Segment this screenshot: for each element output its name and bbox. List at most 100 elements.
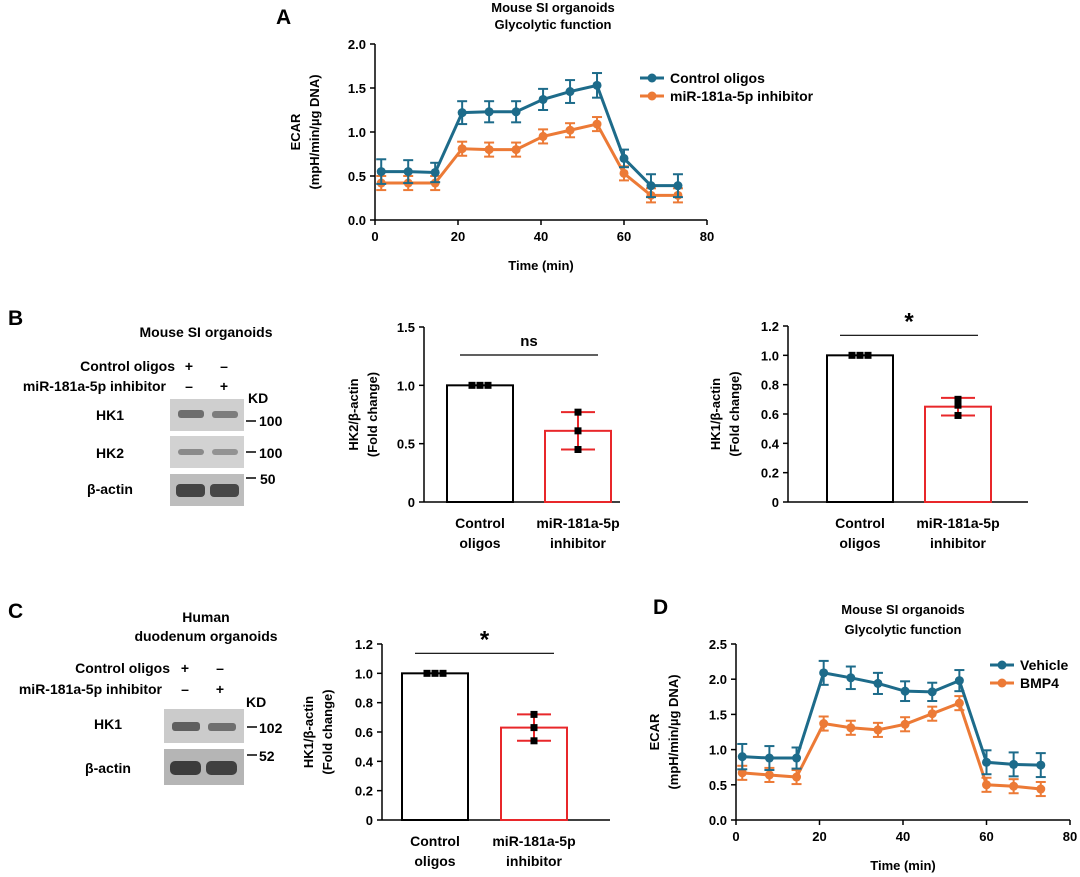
chart-d-y-tick-label: 1.0 [709, 743, 727, 758]
blot-b-kd-label: KD [248, 390, 268, 406]
chart-d-series-2-point [737, 768, 747, 778]
blot-b-hk1-band-1 [178, 410, 204, 418]
chart-a-series-2-point [592, 119, 602, 129]
chart-b-hk1-bar-2-datapoint [954, 395, 962, 403]
blot-b-actin-band-1 [176, 484, 205, 497]
blot-c-cond-1-lane-1: + [181, 660, 189, 676]
blot-b-hk1-band-2 [212, 411, 238, 418]
chart-d-y-tick-label: 0.5 [709, 778, 727, 793]
blot-c-cond-2-lane-2: + [216, 681, 224, 697]
chart-b-hk2-bar-1-datapoint [468, 381, 476, 389]
chart-d-series-2-point [1036, 784, 1046, 794]
blot-c-actin-band-1 [170, 761, 201, 775]
blot-c-hk1-band-1 [172, 722, 200, 731]
chart-a-title-line-2: Glycolytic function [494, 17, 611, 32]
chart-c-hk1-bar-2-datapoint [530, 710, 538, 718]
blot-b-actin-kd: 50 [260, 471, 276, 487]
chart-d-y-tick-label: 0.0 [709, 813, 727, 828]
chart-d-series-1-point [1009, 759, 1019, 769]
panel-label-d: D [653, 596, 668, 619]
chart-d-y-label-line-1: ECAR [647, 713, 662, 750]
chart-d-series-2-line [742, 701, 1041, 791]
chart-b-hk2-x-label-1-line-2: oligos [459, 535, 500, 551]
blot-c-cond-2-label: miR-181a-5p inhibitor [19, 681, 163, 697]
chart-b-hk2-y-tick-label: 1.5 [397, 320, 415, 335]
blot-c-kd-label: KD [246, 694, 266, 710]
chart-b-hk2-bar-2-datapoint [574, 427, 582, 435]
blot-c-title-line-1: Human [182, 609, 229, 625]
chart-b-hk2-y-tick-label: 1.0 [397, 378, 415, 393]
chart-b-hk2-x-label-2-line-2: inhibitor [550, 535, 607, 551]
chart-a-series-2-line [381, 122, 678, 197]
chart-b-hk1-y-tick-label: 0.2 [761, 466, 779, 481]
chart-c-hk1-x-label-1-line-1: Control [410, 833, 460, 849]
chart-d-series-1-line [742, 671, 1041, 767]
chart-a-series-1-point [565, 87, 575, 97]
chart-a-series-2-point [565, 125, 575, 135]
chart-d-series-1-point [982, 757, 991, 767]
chart-d-legend-marker-2 [997, 678, 1007, 688]
chart-d-series-2-point [954, 698, 964, 708]
chart-a-y-tick-label: 0.5 [348, 169, 366, 184]
chart-a-series-2-point [538, 131, 548, 141]
chart-b-hk2-y-tick-label: 0.5 [397, 437, 415, 452]
blot-c-hk1-band-2 [208, 723, 236, 731]
chart-c-hk1-bar-2-datapoint [530, 724, 538, 732]
chart-b-hk2-bar-1-datapoint [484, 381, 492, 389]
chart-a-series-1-point [403, 167, 413, 177]
blot-c-actin-band-2 [206, 761, 237, 775]
chart-d-y-tick-label: 2.5 [709, 637, 727, 652]
panel-label-a: A [276, 6, 291, 29]
chart-b-hk1-x-label-2-line-1: miR-181a-5p [916, 515, 999, 531]
blot-c: Human duodenum organoids Control oligos … [19, 609, 283, 785]
chart-a-x-tick-label: 80 [700, 229, 714, 244]
chart-c-hk1-y-tick-label: 0 [366, 813, 373, 828]
chart-d-series-1-point [873, 678, 883, 688]
chart-a-y-tick-label: 2.0 [348, 37, 366, 52]
chart-d-x-label: Time (min) [870, 858, 936, 873]
chart-b-hk1-bar-2-datapoint [954, 401, 962, 409]
chart-b-hk1-y-tick-label: 0.8 [761, 378, 779, 393]
chart-a-series-1-point [484, 107, 494, 117]
chart-d-series-2-point [927, 709, 937, 719]
chart-d-title-line-1: Mouse SI organoids [841, 602, 965, 617]
blot-b-hk2-band-1 [178, 449, 204, 455]
chart-d-x-tick-label: 60 [979, 829, 993, 844]
chart-a-y-tick-label: 1.5 [348, 81, 366, 96]
chart-d-series-1-point [900, 686, 910, 696]
chart-d-series-2-point [846, 723, 856, 733]
chart-c-hk1-x-label-2-line-1: miR-181a-5p [492, 833, 575, 849]
chart-b-hk1-y-label-line-1: HK1/β-actin [708, 378, 723, 450]
chart-a-series-2-point [484, 145, 494, 155]
chart-a-series-1-point [538, 94, 548, 104]
chart-b-hk1-x-label-2-line-2: inhibitor [930, 535, 987, 551]
chart-b-hk1-x-label-1-line-1: Control [835, 515, 885, 531]
chart-d-series-1-point [819, 668, 829, 678]
chart-d-y-label-line-2: (mpH/min/µg DNA) [666, 674, 681, 789]
blot-b-cond-1-lane-1: + [185, 358, 193, 374]
chart-a-x-label: Time (min) [508, 258, 574, 273]
chart-c-hk1-bar-1-datapoint [439, 669, 447, 677]
chart-b-hk1-y-tick-label: 0.6 [761, 407, 779, 422]
chart-d-legend-label-1: Vehicle [1020, 657, 1068, 673]
chart-a-legend-marker-2 [647, 91, 657, 101]
chart-d-y-tick-label: 2.0 [709, 672, 727, 687]
chart-c-hk1-y-tick-label: 1.0 [355, 666, 373, 681]
blot-c-cond-1-lane-2: – [216, 660, 224, 676]
chart-b-hk1-bar-1 [826, 354, 894, 504]
chart-c-hk1-y-tick-label: 0.8 [355, 696, 373, 711]
blot-c-cond-1-label: Control oligos [75, 660, 170, 676]
chart-c-hk1-bar-1 [401, 672, 469, 821]
chart-d-x-tick-label: 80 [1063, 829, 1077, 844]
chart-a-y-label-line-1: ECAR [288, 113, 303, 150]
blot-b-cond-2-label: miR-181a-5p inhibitor [23, 378, 167, 394]
blot-c-hk1-kd: 102 [259, 720, 283, 736]
chart-a-series-1-point [646, 181, 656, 191]
chart-b-hk2-x-label-1-line-1: Control [455, 515, 505, 531]
chart-d-legend-marker-1 [997, 660, 1007, 670]
bar-chart-b-hk1: 0 0.2 0.4 0.6 0.8 1.0 1.2 HK1/β-actin (Fold chan… [708, 308, 1028, 551]
blot-b-hk1-label: HK1 [96, 407, 124, 423]
blot-c-actin-label: β-actin [85, 760, 131, 776]
chart-b-hk2-bar-2-datapoint [574, 446, 582, 453]
